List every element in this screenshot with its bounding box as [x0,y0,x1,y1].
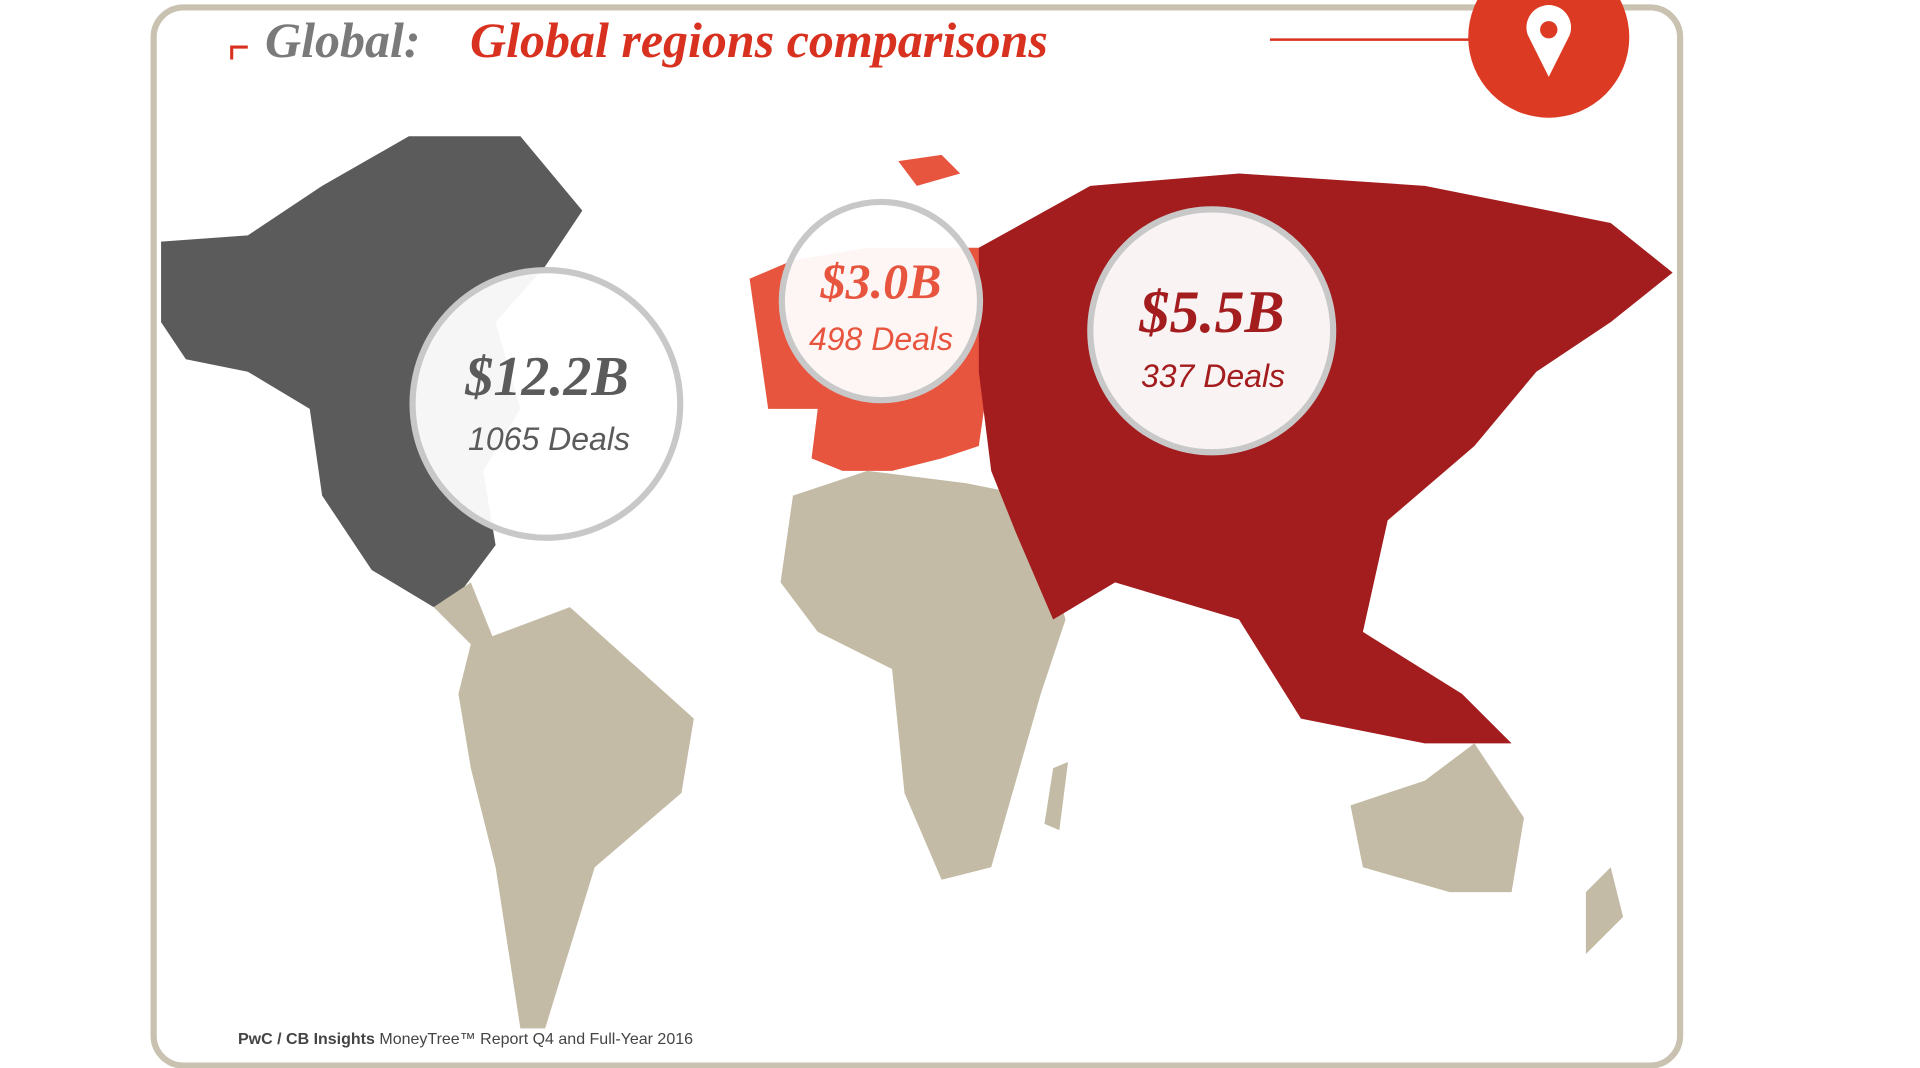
madagascar [1044,761,1069,831]
region-amount: $3.0B [820,253,942,309]
region-deals: 498 Deals [809,321,953,357]
title-bracket [230,45,248,60]
bubble [778,198,984,404]
iceland [898,154,961,186]
pin-icon [1526,5,1572,77]
south-america [458,607,694,1029]
australia [1350,743,1524,893]
new-zealand [1585,867,1624,955]
source-text: MoneyTree™ Report Q4 and Full-Year 2016 [379,1031,693,1048]
region-amount: $5.5B [1138,279,1284,345]
bubble [1087,206,1337,456]
title-prefix: Global: [265,12,421,68]
region-deals: 1065 Deals [468,421,630,457]
bubble [409,267,684,541]
region-amount: $12.2B [464,346,628,408]
title: Global regions comparisons [470,12,1048,68]
source: PwC / CB Insights MoneyTree™ Report Q4 a… [238,1031,693,1048]
region-deals: 337 Deals [1141,358,1285,394]
central-america [433,582,496,645]
source-bold: PwC / CB Insights [238,1031,375,1048]
pin-hole [1540,21,1558,39]
africa [780,470,1066,880]
map-layer [150,0,1684,1068]
